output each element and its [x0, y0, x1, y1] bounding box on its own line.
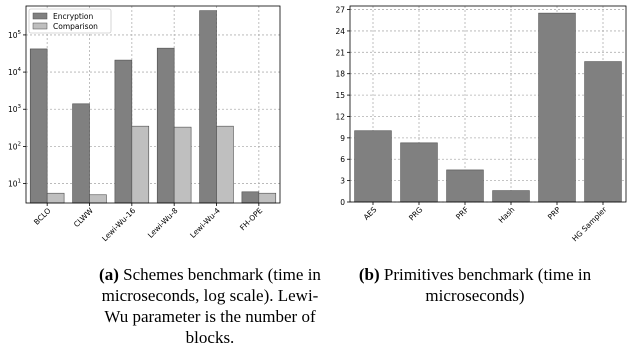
x-tick-label: CLWW — [72, 206, 95, 229]
y-tick-label: 101 — [8, 179, 21, 189]
x-tick-label: BCLO — [32, 206, 53, 227]
bar — [114, 59, 133, 204]
plot-frame — [25, 5, 281, 204]
chart-a: 101 102 103 104 105 BCLO CLWW Lewi-Wu-16 Lewi-Wu… — [8, 5, 281, 243]
x-tick-label: AES — [362, 205, 379, 222]
bar — [131, 125, 150, 204]
y-tick-label: 15 — [335, 91, 345, 100]
x-tick-label: Lewi-Wu-4 — [188, 206, 222, 240]
x-tick-label: PRP — [546, 205, 563, 222]
legend-swatch — [32, 12, 48, 20]
y-tick-label: 103 — [8, 104, 22, 114]
bar — [89, 194, 107, 204]
x-tick-label: Lewi-Wu-8 — [146, 206, 180, 240]
caption-a: (a) Schemes benchmark (time in microseco… — [92, 264, 328, 348]
bar — [29, 48, 48, 204]
y-tick-label: 21 — [335, 48, 345, 57]
bar — [258, 192, 277, 204]
bar — [584, 61, 622, 203]
x-tick-label: Lewi-Wu-16 — [100, 206, 137, 243]
y-tick-label: 6 — [340, 155, 345, 164]
bar — [46, 192, 65, 204]
bar — [72, 103, 90, 204]
caption-b-label: (b) — [358, 265, 380, 284]
legend-label: Encryption — [53, 12, 94, 21]
plot-frame — [349, 5, 627, 203]
y-tick-label: 18 — [335, 70, 345, 79]
bar — [199, 10, 217, 204]
y-tick-label: 105 — [8, 30, 22, 40]
legend-label: Comparison — [53, 22, 98, 31]
bar — [216, 125, 234, 204]
y-tick-label: 3 — [340, 177, 345, 186]
y-tick-label: 102 — [8, 141, 21, 151]
chart-b: 0 3 6 9 12 15 18 21 24 27 AES PRG PRF Hash PRP HG Sampl… — [335, 5, 627, 243]
y-tick-label: 12 — [335, 112, 345, 121]
x-tick-label: Hash — [497, 205, 517, 225]
y-tick-label: 24 — [335, 27, 345, 36]
caption-a-label: (a) — [99, 265, 119, 284]
x-tick-label: PRG — [407, 205, 424, 222]
y-tick-label: 0 — [340, 198, 345, 207]
caption-b-text: Primitives benchmark (time in microsecon… — [383, 265, 592, 305]
y-tick-label: 9 — [340, 134, 345, 143]
bar — [156, 47, 175, 204]
y-tick-label: 27 — [335, 6, 345, 15]
x-tick-label: HG Sampler — [570, 204, 609, 243]
legend-swatch — [32, 22, 48, 30]
bar — [354, 130, 392, 203]
bar — [446, 169, 484, 203]
bar — [400, 142, 438, 203]
x-tick-label: PRF — [454, 205, 470, 221]
y-tick-label: 104 — [8, 67, 22, 77]
caption-b: (b) Primitives benchmark (time in micros… — [350, 264, 600, 306]
bar — [173, 126, 192, 204]
bar — [241, 191, 260, 204]
x-tick-label: FH-OPE — [238, 206, 264, 232]
bar — [538, 12, 576, 203]
bar — [492, 190, 530, 203]
legend-box — [28, 8, 112, 34]
caption-a-text: Schemes benchmark (time in microseconds,… — [101, 265, 321, 347]
